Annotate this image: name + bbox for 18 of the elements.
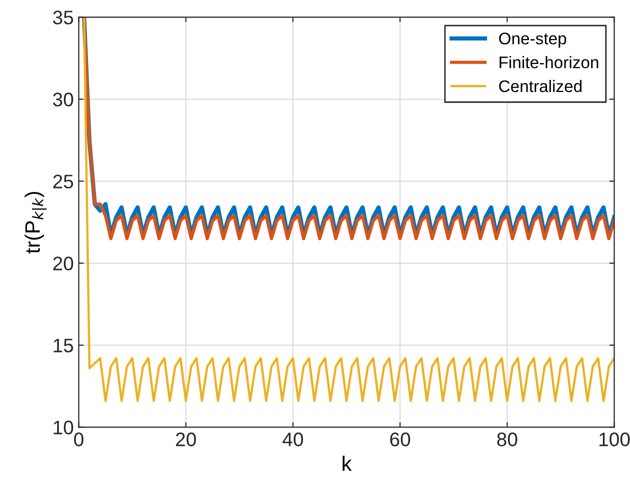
y-tick-label: 10 bbox=[54, 420, 74, 434]
x-tick-label: 20 bbox=[176, 432, 196, 446]
x-tick-label: 80 bbox=[497, 432, 518, 446]
line-series bbox=[82, 17, 614, 402]
x-tick-label: 0 bbox=[74, 432, 84, 446]
y-tick-label: 15 bbox=[54, 338, 74, 352]
y-tick-label: 30 bbox=[53, 92, 74, 106]
x-tick-label: 60 bbox=[390, 432, 410, 446]
x-axis-title: k bbox=[342, 456, 352, 471]
y-axis-title: tr(P$_{k|k}$) bbox=[24, 192, 47, 254]
legend-label: Finite-horizon bbox=[500, 56, 598, 68]
y-tick-label: 25 bbox=[53, 174, 74, 188]
legend-label: Centralized bbox=[499, 80, 582, 92]
x-tick-label: 40 bbox=[282, 432, 304, 446]
y-tick-label: 20 bbox=[53, 256, 74, 270]
x-tick-label: 100 bbox=[600, 432, 630, 446]
y-tick-label: 35 bbox=[53, 10, 74, 24]
legend-label: One-step bbox=[499, 32, 566, 48]
